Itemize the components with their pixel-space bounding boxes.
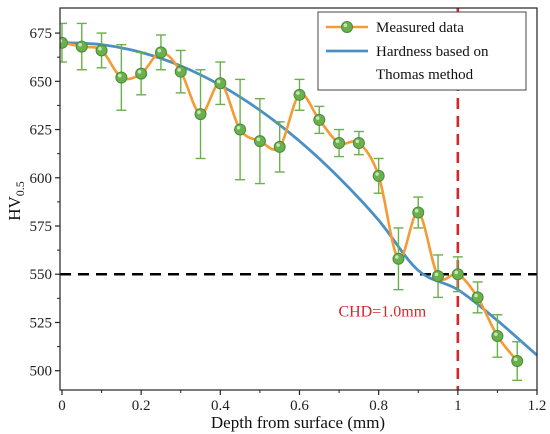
- data-point-measured: [75, 40, 88, 53]
- data-point-highlight: [335, 139, 340, 144]
- data-point-measured: [214, 77, 227, 90]
- data-point-highlight: [375, 172, 379, 176]
- data-point-highlight: [98, 46, 102, 51]
- data-point-highlight: [137, 69, 142, 74]
- data-point-measured: [273, 140, 286, 153]
- data-point-highlight: [296, 91, 300, 95]
- data-point-highlight: [117, 73, 122, 78]
- y-axis-title: HV0.5: [5, 181, 27, 221]
- data-point-highlight: [157, 48, 162, 53]
- data-point-measured: [313, 113, 326, 126]
- data-point-measured: [412, 206, 425, 219]
- data-point-highlight: [197, 110, 201, 115]
- x-tick-label: 0: [58, 398, 66, 414]
- data-point-highlight: [474, 293, 478, 298]
- data-point-highlight: [414, 208, 419, 213]
- x-tick-label: 1: [454, 398, 462, 414]
- y-axis-title-main: HV: [5, 196, 24, 221]
- x-tick-label: 0.6: [290, 398, 309, 414]
- y-tick-label: 525: [30, 315, 53, 331]
- data-point-highlight: [216, 79, 221, 84]
- data-point-measured: [293, 88, 306, 101]
- legend-swatch-highlight: [343, 23, 348, 28]
- data-point-measured: [174, 65, 187, 78]
- y-tick-label: 500: [30, 364, 53, 380]
- y-axis-title-subscript: 0.5: [13, 181, 27, 196]
- data-point-measured: [115, 71, 128, 84]
- data-point-highlight: [315, 116, 320, 120]
- data-point-measured: [491, 329, 504, 342]
- data-point-highlight: [78, 42, 82, 47]
- plot-contents: [60, 8, 537, 390]
- data-point-measured: [253, 135, 266, 148]
- y-tick-label: 575: [30, 219, 53, 235]
- data-point-highlight: [513, 357, 518, 362]
- data-point-measured: [135, 67, 148, 80]
- y-tick-label: 600: [30, 171, 53, 187]
- chd-annotation: CHD=1.0mm: [338, 304, 426, 321]
- x-tick-label: 0.8: [369, 398, 388, 414]
- plot-frame: [59, 7, 538, 391]
- data-point-measured: [511, 355, 524, 368]
- legend: Measured data Hardness based on Thomas met…: [317, 11, 527, 91]
- y-tick-label: 675: [30, 26, 53, 42]
- data-point-measured: [432, 270, 445, 283]
- data-point-highlight: [355, 139, 360, 144]
- data-point-highlight: [434, 272, 439, 277]
- data-point-measured: [451, 268, 464, 281]
- data-point-measured: [234, 123, 247, 136]
- data-point-measured: [352, 137, 365, 150]
- data-point-measured: [154, 46, 167, 59]
- x-tick-label: 0.2: [132, 398, 151, 414]
- data-point-highlight: [395, 255, 399, 259]
- data-point-measured: [60, 36, 68, 49]
- legend-label-measured: Measured data: [376, 20, 464, 36]
- x-tick-label: 1.2: [528, 398, 547, 414]
- data-point-highlight: [276, 143, 280, 147]
- x-tick-label: 0.4: [211, 398, 230, 414]
- legend-label-thomas-line2: Thomas method: [376, 67, 474, 83]
- data-point-highlight: [236, 125, 241, 130]
- data-point-measured: [372, 169, 385, 182]
- data-point-measured: [392, 252, 405, 265]
- data-point-measured: [194, 108, 207, 121]
- axes: 0 0.2 0.4 0.6 0.8 1 1.2 500 525 550 575 600 625 650 67…: [30, 26, 547, 414]
- data-point-measured: [95, 44, 108, 57]
- data-point-measured: [471, 291, 484, 304]
- data-point-measured: [333, 137, 346, 150]
- data-point-highlight: [454, 270, 459, 275]
- data-point-highlight: [494, 332, 498, 336]
- data-point-highlight: [177, 68, 181, 72]
- y-tick-label: 650: [30, 74, 53, 90]
- legend-label-thomas-line1: Hardness based on: [376, 44, 489, 60]
- legend-swatch-marker-measured: [341, 21, 353, 33]
- y-tick-label: 625: [30, 123, 53, 139]
- plot-area: CHD=1.0mm: [60, 8, 537, 390]
- data-point-highlight: [256, 137, 261, 142]
- y-tick-label: 550: [30, 267, 53, 283]
- x-axis-title: Depth from surface (mm): [211, 413, 385, 432]
